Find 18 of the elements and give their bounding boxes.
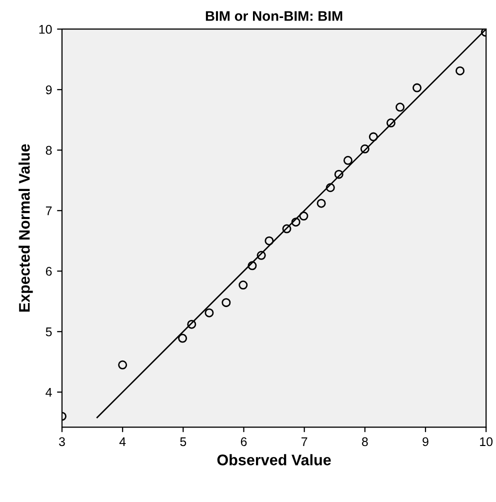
x-tick-label: 5 <box>180 437 186 446</box>
x-axis-title: Observed Value <box>217 454 331 466</box>
y-tick-label: 8 <box>46 146 52 155</box>
y-tick-label: 5 <box>46 328 52 336</box>
x-tick-label: 7 <box>301 437 308 446</box>
x-tick-label: 6 <box>240 437 247 446</box>
y-tick-label: 4 <box>46 388 52 397</box>
x-tick-label: 9 <box>422 437 428 446</box>
y-tick-label: 9 <box>46 85 52 94</box>
y-tick-label: 10 <box>39 24 52 34</box>
x-tick-label: 8 <box>362 437 368 446</box>
y-tick-label: 6 <box>46 266 52 276</box>
x-tick-label: 10 <box>480 437 493 446</box>
y-tick-label: 7 <box>46 206 52 216</box>
chart-title: BIM or Non-BIM: BIM <box>206 11 342 21</box>
x-tick-label: 3 <box>59 437 65 446</box>
y-axis-title: Expected Normal Value <box>18 144 33 312</box>
x-tick-label: 4 <box>119 437 126 446</box>
